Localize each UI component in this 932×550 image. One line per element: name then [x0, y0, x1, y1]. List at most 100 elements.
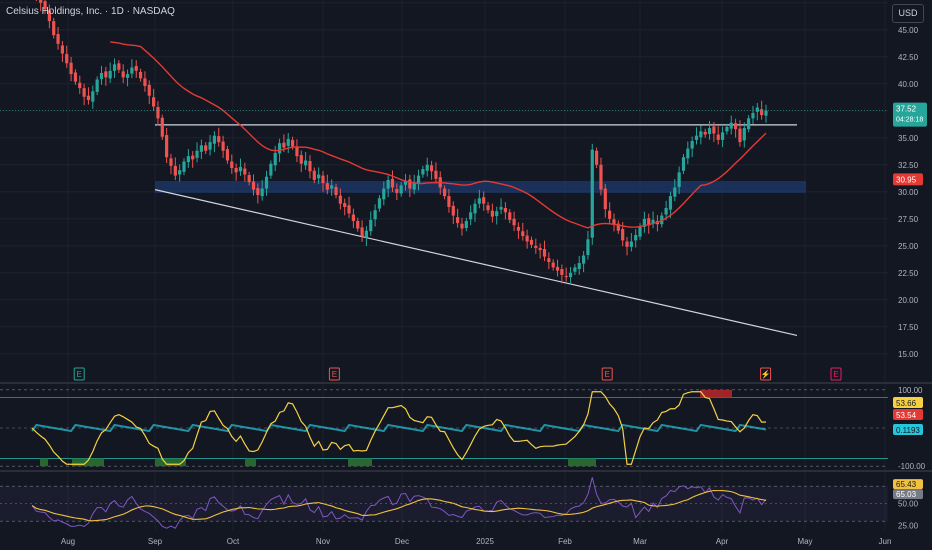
candle-body: [694, 135, 699, 140]
candle-body: [165, 135, 169, 158]
candle-body: [416, 175, 421, 184]
candle-body: [647, 218, 651, 226]
earnings-marker-box: [830, 367, 842, 381]
candle-body: [460, 223, 464, 229]
candle-body: [681, 157, 686, 171]
price-tick-label: 25.00: [898, 242, 919, 251]
candle-body: [308, 161, 312, 172]
candle-body: [673, 187, 677, 197]
candle-body: [747, 118, 751, 130]
date-tick-label: Dec: [395, 537, 409, 546]
candle-body: [516, 226, 521, 231]
earnings-marker-box: [73, 367, 85, 381]
candle-body: [625, 241, 629, 247]
candle-body: [599, 164, 603, 190]
candle-body: [204, 145, 208, 151]
price-tick-label: 22.50: [898, 269, 919, 278]
date-tick-label: Mar: [633, 537, 647, 546]
candle-body: [73, 72, 78, 82]
candle-body: [573, 267, 577, 272]
candle-body: [451, 205, 455, 216]
rsi-tick-label: 50.00: [898, 500, 919, 509]
candle-body: [43, 1, 47, 10]
candle-body: [304, 160, 308, 166]
candle-body: [52, 21, 56, 36]
earnings-marker-label: E: [332, 370, 337, 379]
candle-body: [564, 276, 568, 278]
osc-value-badge: [893, 424, 923, 435]
chart-title: Celsius Holdings, Inc. · 1D · NASDAQ: [6, 6, 175, 17]
candle-body: [186, 156, 190, 163]
earnings-marker-box: [328, 367, 340, 381]
candle-body: [173, 165, 177, 176]
candle-body: [707, 128, 712, 135]
ma-badge-label: 30.95: [896, 175, 917, 184]
rsi-band: [0, 486, 888, 522]
candle-body: [152, 97, 156, 107]
date-tick-label: 2025: [476, 537, 494, 546]
candle-body: [690, 141, 694, 149]
oversold-zone: [40, 458, 48, 467]
candle-body: [47, 10, 51, 22]
currency-button[interactable]: USD: [892, 4, 924, 23]
candle-body: [612, 219, 616, 225]
candle-body: [434, 170, 438, 179]
rsi-value-label: 65.43: [896, 480, 917, 489]
candle-body: [138, 71, 143, 79]
candle-body: [99, 73, 104, 79]
osc-value-badge: [893, 409, 923, 420]
candle-body: [264, 176, 269, 189]
trend-line: [154, 189, 798, 337]
date-tick-label: Oct: [227, 537, 240, 546]
candle-body: [321, 175, 325, 184]
candle-body: [703, 131, 707, 135]
candle-body: [595, 150, 599, 165]
candle-body: [373, 210, 377, 220]
candle-body: [60, 45, 65, 54]
candle-body: [386, 179, 390, 189]
candle-body: [334, 186, 338, 196]
price-tick-label: 17.50: [898, 323, 919, 332]
candle-body: [338, 195, 342, 204]
candle-body: [712, 126, 716, 134]
candle-body: [608, 210, 612, 219]
candle-body: [603, 188, 607, 210]
oversold-zone: [245, 458, 256, 467]
osc-tick-label: -100.00: [898, 462, 926, 471]
candle-body: [508, 212, 512, 220]
candle-body: [295, 146, 299, 157]
candle-body: [512, 218, 516, 226]
candle-body: [221, 141, 225, 151]
candle-body: [764, 110, 768, 116]
candle-body: [65, 54, 69, 64]
osc-tick-label: 100.00: [898, 386, 923, 395]
candle-body: [212, 135, 217, 144]
candle-body: [525, 235, 529, 242]
earnings-marker-label: E: [833, 370, 838, 379]
candle-body: [360, 227, 364, 237]
candle-body: [586, 239, 590, 255]
candle-body: [282, 142, 286, 148]
price-tick-label: 42.50: [898, 53, 919, 62]
candle-body: [443, 188, 447, 197]
candle-body: [286, 138, 290, 146]
candle-body: [482, 197, 486, 204]
candle-body: [395, 189, 399, 193]
candle-body: [399, 185, 403, 194]
overbought-zone: [700, 389, 732, 398]
candle-body: [677, 172, 681, 187]
date-tick-label: Nov: [316, 537, 330, 546]
countdown-label: 04:28:18: [896, 117, 923, 124]
candle-body: [238, 166, 243, 172]
candle-body: [299, 155, 303, 164]
candle-body: [143, 78, 147, 86]
earnings-marker-label: E: [605, 370, 610, 379]
candle-body: [234, 168, 238, 173]
earnings-event-icon: E: [328, 367, 340, 381]
price-tick-label: 32.50: [898, 161, 919, 170]
candle-body: [225, 149, 230, 161]
candle-body: [664, 208, 668, 215]
candle-body: [577, 263, 581, 270]
candle-body: [581, 255, 586, 264]
